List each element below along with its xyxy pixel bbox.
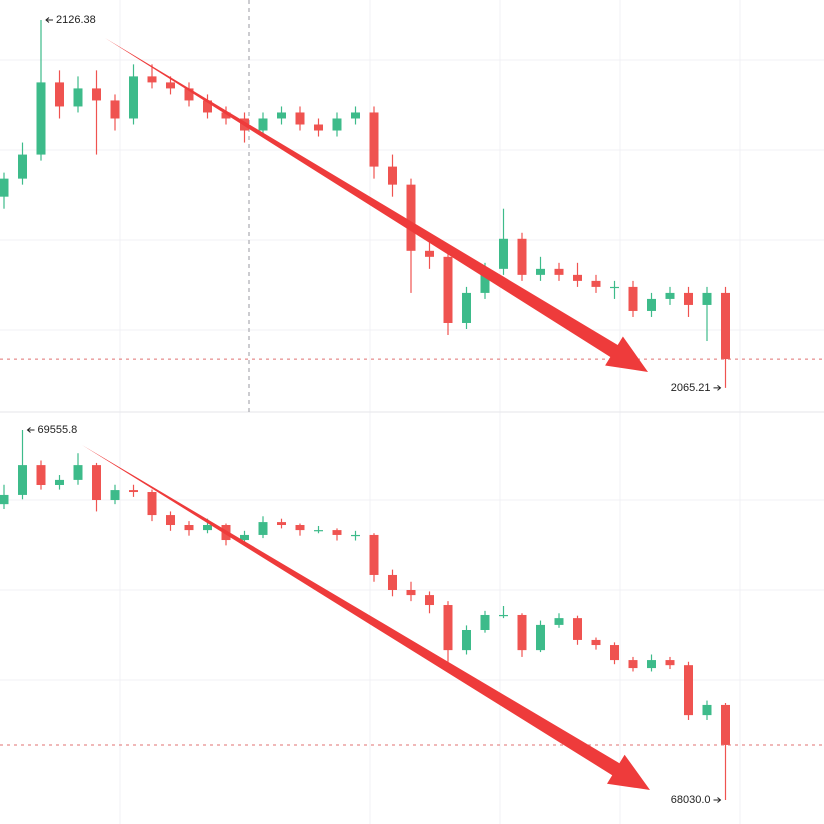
candle-body (351, 534, 360, 537)
candle-body (702, 704, 712, 716)
candle-body (110, 490, 120, 501)
candle-body (647, 660, 656, 669)
candle-body (573, 618, 582, 640)
marks: 2126.38 2065.21 69555.8 68030.0 (0, 14, 824, 806)
candle-body (36, 82, 46, 155)
candle-body (351, 112, 360, 119)
candle-body (18, 465, 27, 495)
candle-body (221, 112, 231, 119)
candle-body (554, 268, 564, 275)
candle-body (73, 465, 83, 480)
candle-body (55, 479, 64, 485)
trend-arrow (82, 445, 650, 790)
candle-body (591, 639, 601, 646)
candle-body (369, 534, 379, 575)
candle-body (184, 88, 194, 101)
low-label: 68030.0 (671, 794, 711, 806)
low-arrow (713, 797, 722, 803)
candle-body (517, 614, 527, 651)
candle-body (536, 624, 545, 651)
candle-body (0, 178, 9, 197)
candle-body (665, 292, 675, 299)
candle-body (55, 82, 64, 107)
candle-body (332, 118, 342, 131)
candle-body (258, 118, 268, 131)
candle-body (369, 112, 379, 167)
trend-arrow (105, 38, 648, 372)
candle-body (684, 665, 693, 716)
candle-body (443, 256, 453, 323)
candle-body (295, 525, 305, 531)
candle-body (277, 522, 286, 526)
candle-body (92, 88, 101, 101)
candle-body (110, 100, 120, 119)
candle-body (554, 618, 564, 625)
candle-body (499, 238, 508, 269)
candle-body (147, 492, 157, 516)
candle-body (406, 589, 416, 596)
low-label: 2065.21 (671, 382, 711, 394)
candle-body (314, 530, 323, 532)
candle-body (240, 534, 249, 541)
high-arrow (26, 427, 35, 433)
high-label: 69555.8 (38, 424, 78, 436)
candle-body (573, 274, 582, 281)
candle-body (462, 630, 471, 651)
candle-body (628, 286, 638, 311)
candle-body (388, 574, 397, 590)
candle-body (536, 268, 545, 275)
candle-body (18, 154, 27, 179)
candle-body (388, 166, 397, 185)
candle-body (295, 112, 305, 125)
candle-body (425, 595, 434, 606)
candle-body (92, 465, 101, 501)
candle-body (517, 238, 527, 275)
high-arrow (45, 17, 53, 23)
candle-body (425, 250, 434, 257)
candle-body (277, 112, 286, 119)
candle-body (480, 614, 490, 631)
candle-body (702, 292, 712, 305)
candle-body (665, 660, 675, 666)
candle-body (129, 490, 138, 493)
low-arrow (713, 384, 722, 391)
candle-body (166, 515, 175, 526)
candle-body (610, 286, 619, 289)
candle-body (258, 522, 268, 535)
candle-body (684, 292, 693, 305)
candle-body (0, 494, 9, 505)
candle-body (480, 268, 490, 293)
candle-body (332, 530, 342, 535)
candle-body (610, 645, 619, 661)
candle-body (129, 76, 138, 119)
candle-body (184, 525, 194, 531)
candle-body (314, 124, 323, 131)
candle-body (147, 76, 157, 83)
candle-body (203, 525, 212, 531)
candle-body (721, 292, 730, 360)
candle-body (406, 184, 416, 251)
candle-body (591, 280, 601, 287)
candle-body (443, 605, 453, 651)
candle-body (647, 298, 656, 311)
candle-body (36, 465, 46, 485)
candle-body (73, 88, 83, 107)
candle-body (166, 82, 175, 89)
high-label: 2126.38 (56, 14, 96, 26)
candle-body (203, 100, 212, 113)
candle-body (462, 292, 471, 323)
candle-body (499, 614, 508, 617)
candle-body (721, 704, 730, 745)
candle-body (628, 660, 638, 669)
